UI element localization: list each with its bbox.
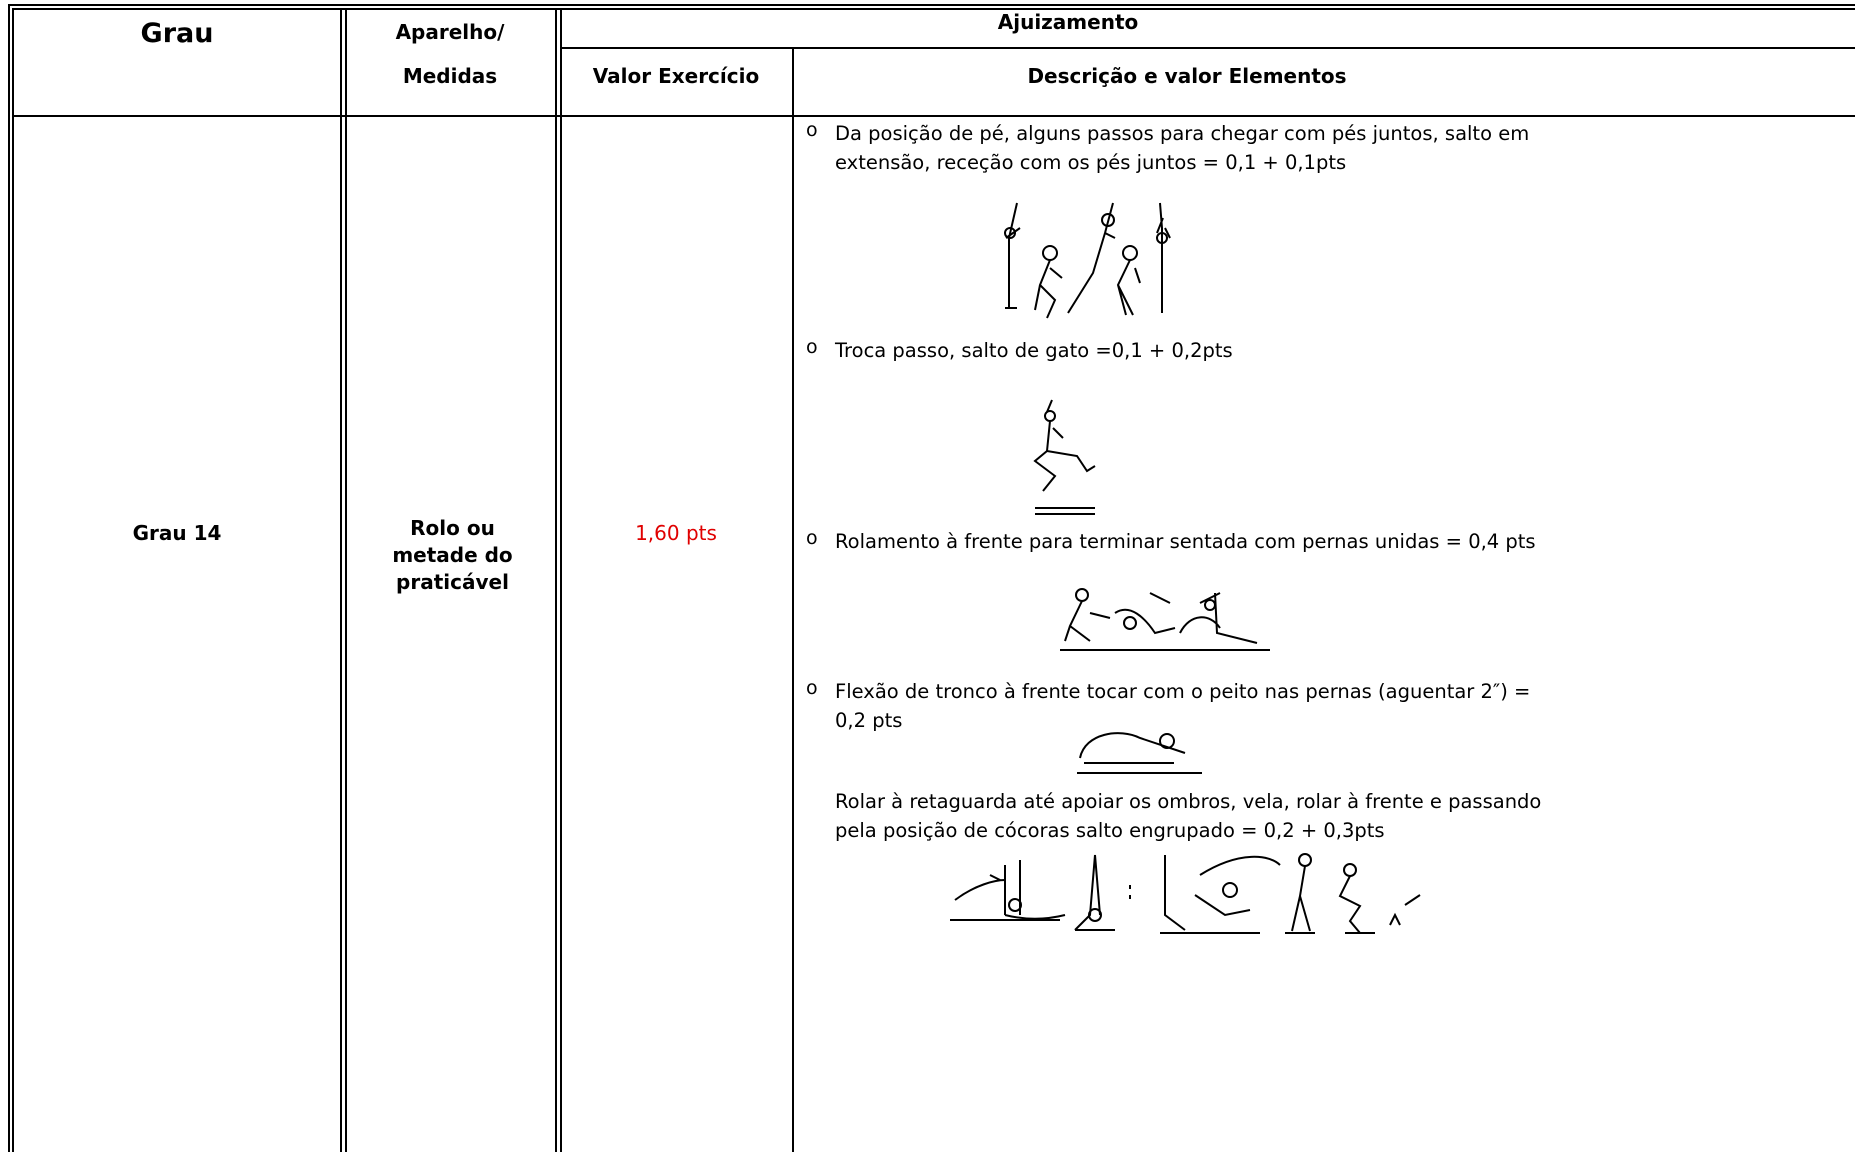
sketch: [1033, 399, 1096, 515]
item: Rolar à retaguarda até apoiar os ombros,…: [835, 790, 1542, 842]
border: [12, 8, 14, 1152]
bullet: o: [806, 336, 818, 358]
border: [555, 8, 557, 1152]
sketch: [1077, 732, 1202, 774]
border: [560, 8, 562, 1152]
border: [12, 8, 1855, 10]
border: [12, 115, 1855, 117]
header-aparelho: Aparelho/: [395, 20, 505, 44]
header-descricao: Descrição e valor Elementos: [1027, 64, 1347, 88]
item: Troca passo, salto de gato =0,1 + 0,2pts: [835, 339, 1233, 362]
bullet: o: [806, 119, 818, 141]
header-valor: Valor Exercício: [592, 64, 760, 88]
grau: Grau 14: [132, 521, 222, 545]
sketch: [1060, 588, 1270, 651]
border: [345, 8, 347, 1152]
header-ajuizamento: Ajuizamento: [997, 10, 1139, 34]
bullet: o: [806, 527, 818, 549]
header-grau: Grau: [140, 18, 214, 49]
item: Flexão de tronco à frente tocar com o pe…: [835, 680, 1531, 732]
item: Da posição de pé, alguns passos para che…: [835, 122, 1530, 174]
border: [340, 8, 342, 1152]
border: [8, 4, 10, 1152]
border: [560, 47, 1855, 49]
item: Rolamento à frente para terminar sentada…: [835, 530, 1536, 553]
border: [792, 48, 794, 1152]
header-medidas: Medidas: [402, 64, 498, 88]
sketch: [950, 853, 1421, 934]
valor: 1,60 pts: [635, 521, 717, 545]
bullet: o: [806, 677, 818, 699]
aparelho: Rolo ou metade do praticável: [392, 516, 513, 594]
sketch: [1004, 202, 1171, 319]
border: [8, 4, 1855, 6]
